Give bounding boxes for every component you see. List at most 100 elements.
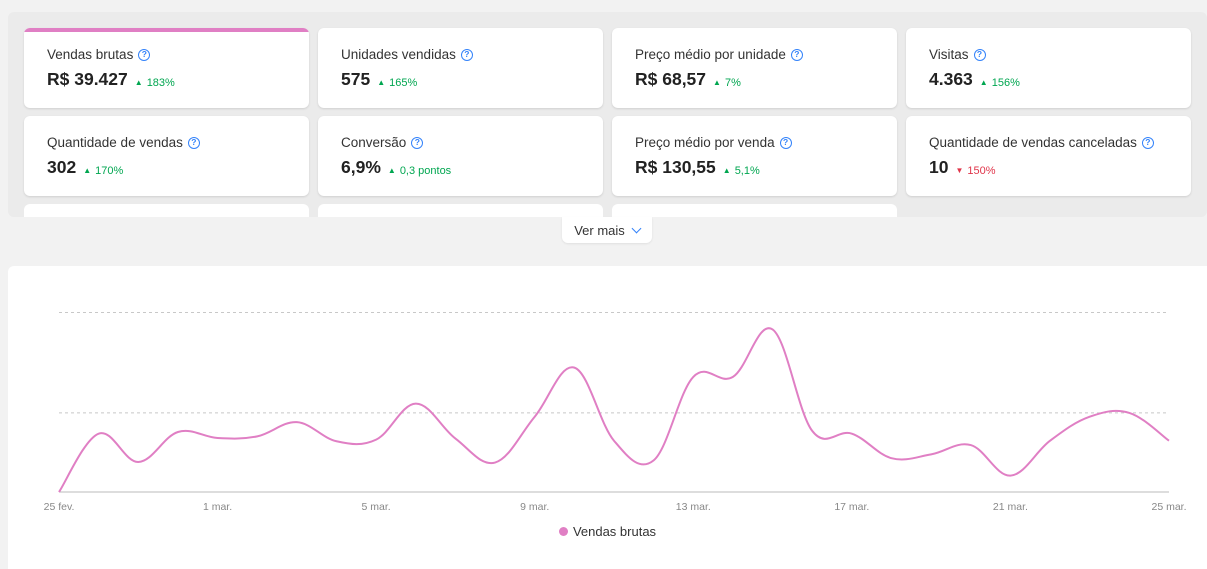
data-point[interactable] (214, 434, 222, 442)
data-point[interactable] (134, 458, 142, 466)
ver-mais-button[interactable]: Ver mais (562, 217, 652, 243)
metric-value-row: R$ 130,55 ▲ 5,1% (635, 157, 760, 178)
x-tick-label: 13 mar. (676, 501, 711, 513)
metric-label: Preço médio por unidade? (635, 47, 803, 62)
metric-value-row: 10 ▼ 150% (929, 157, 996, 178)
metric-value-row: 575 ▲ 165% (341, 69, 417, 90)
data-point[interactable] (729, 373, 737, 381)
metric-label: Conversão? (341, 135, 424, 150)
data-point[interactable] (253, 432, 261, 440)
data-point[interactable] (412, 400, 420, 408)
question-circle-icon[interactable]: ? (790, 48, 803, 61)
metric-label-text: Vendas brutas (47, 47, 134, 62)
metric-change: ▲ 7% (713, 77, 741, 89)
arrow-up-icon: ▲ (387, 166, 396, 175)
metric-change-value: 0,3 pontos (399, 164, 452, 177)
x-tick-label: 1 mar. (203, 501, 232, 513)
arrow-up-icon: ▲ (713, 78, 721, 87)
metric-label: Visitas? (929, 47, 986, 62)
metric-label: Quantidade de vendas canceladas? (929, 135, 1154, 150)
metric-change-value: 150% (967, 164, 996, 177)
metric-value-row: 302 ▲ 170% (47, 157, 123, 178)
data-point[interactable] (848, 430, 856, 438)
metric-change-value: 156% (991, 76, 1020, 89)
x-tick-label: 5 mar. (362, 501, 391, 513)
metric-value: 6,9% (341, 157, 381, 177)
data-point[interactable] (95, 430, 103, 438)
legend-label: Vendas brutas (572, 524, 657, 539)
metric-value-row: R$ 68,57 ▲ 7% (635, 69, 741, 90)
metric-value: R$ 68,57 (635, 69, 707, 89)
series-line-vendas-brutas[interactable] (58, 327, 1170, 493)
data-point[interactable] (927, 450, 935, 458)
x-tick-label: 21 mar. (993, 501, 1028, 513)
metric-change-value: 5,1% (734, 164, 760, 177)
data-point[interactable] (1125, 409, 1133, 417)
metric-label-text: Preço médio por venda (635, 135, 775, 150)
question-circle-icon[interactable]: ? (411, 136, 424, 149)
data-point[interactable] (333, 437, 341, 445)
metric-change: ▲ 165% (377, 77, 417, 89)
data-point[interactable] (967, 441, 975, 449)
question-circle-icon[interactable]: ? (779, 136, 792, 149)
data-point[interactable] (689, 373, 697, 381)
chart-legend[interactable]: Vendas brutas (8, 524, 1207, 539)
question-circle-icon[interactable]: ? (973, 48, 986, 61)
metric-card[interactable]: Conversão? 6,9% ▲ 0,3 pontos (318, 116, 603, 196)
data-point[interactable] (808, 427, 816, 435)
question-circle-icon[interactable]: ? (187, 136, 200, 149)
metric-change: ▲ 183% (135, 77, 175, 89)
arrow-down-icon: ▼ (955, 166, 964, 175)
x-tick-label: 9 mar. (520, 501, 549, 513)
metric-card[interactable]: Preço médio por venda? R$ 130,55 ▲ 5,1% (612, 116, 897, 196)
data-point[interactable] (451, 435, 459, 443)
data-point[interactable] (491, 459, 499, 467)
arrow-up-icon: ▲ (722, 166, 731, 175)
question-circle-icon[interactable]: ? (138, 48, 151, 61)
metric-card[interactable]: Quantidade de vendas canceladas? 10 ▼ 150% (906, 116, 1191, 196)
metric-value: 10 (929, 157, 949, 177)
data-point[interactable] (1086, 413, 1094, 421)
legend-dot (558, 527, 568, 536)
x-tick-label: 17 mar. (834, 501, 869, 513)
hidden-card-peek (318, 204, 603, 217)
metric-label: Unidades vendidas? (341, 47, 473, 62)
data-point[interactable] (610, 437, 618, 445)
arrow-up-icon: ▲ (377, 78, 386, 87)
metric-value-row: 6,9% ▲ 0,3 pontos (341, 157, 451, 178)
chevron-down-icon (631, 223, 642, 233)
metric-card[interactable]: Quantidade de vendas? 302 ▲ 170% (24, 116, 309, 196)
hidden-card-peek (24, 204, 309, 217)
metric-card[interactable]: Unidades vendidas? 575 ▲ 165% (318, 28, 603, 108)
data-point[interactable] (769, 325, 777, 333)
arrow-up-icon: ▲ (979, 78, 988, 87)
data-point[interactable] (1046, 437, 1054, 445)
metric-card[interactable]: Preço médio por unidade? R$ 68,57 ▲ 7% (612, 28, 897, 108)
question-circle-icon[interactable]: ? (1141, 136, 1154, 149)
metric-change: ▲ 170% (83, 165, 123, 177)
metric-card[interactable]: Visitas? 4.363 ▲ 156% (906, 28, 1191, 108)
metric-label-text: Quantidade de vendas (47, 135, 183, 150)
x-tick-label: 25 fev. (44, 501, 75, 513)
data-point[interactable] (1165, 437, 1173, 445)
metric-value: 302 (47, 157, 77, 177)
metric-value: 4.363 (929, 69, 973, 89)
data-point[interactable] (888, 454, 896, 462)
question-circle-icon[interactable]: ? (460, 48, 473, 61)
data-point[interactable] (1006, 472, 1014, 480)
data-point[interactable] (293, 418, 301, 426)
data-point[interactable] (372, 436, 380, 444)
sales-line-chart: 25 fev. 1 mar. 5 mar. 9 mar. 13 mar. 17 mar. 2… (44, 312, 1187, 513)
metric-label-text: Visitas (929, 47, 969, 62)
metric-value-row: 4.363 ▲ 156% (929, 69, 1020, 90)
data-point[interactable] (174, 428, 182, 436)
data-point[interactable] (55, 488, 63, 496)
data-point[interactable] (650, 456, 658, 464)
metric-change: ▼ 150% (955, 165, 995, 177)
arrow-up-icon: ▲ (134, 78, 143, 87)
metric-card[interactable]: Vendas brutas? R$ 39.427 ▲ 183% (24, 28, 309, 108)
data-point[interactable] (570, 364, 578, 372)
metric-label-text: Conversão (341, 135, 407, 150)
metric-label: Preço médio por venda? (635, 135, 792, 150)
data-point[interactable] (531, 413, 539, 421)
